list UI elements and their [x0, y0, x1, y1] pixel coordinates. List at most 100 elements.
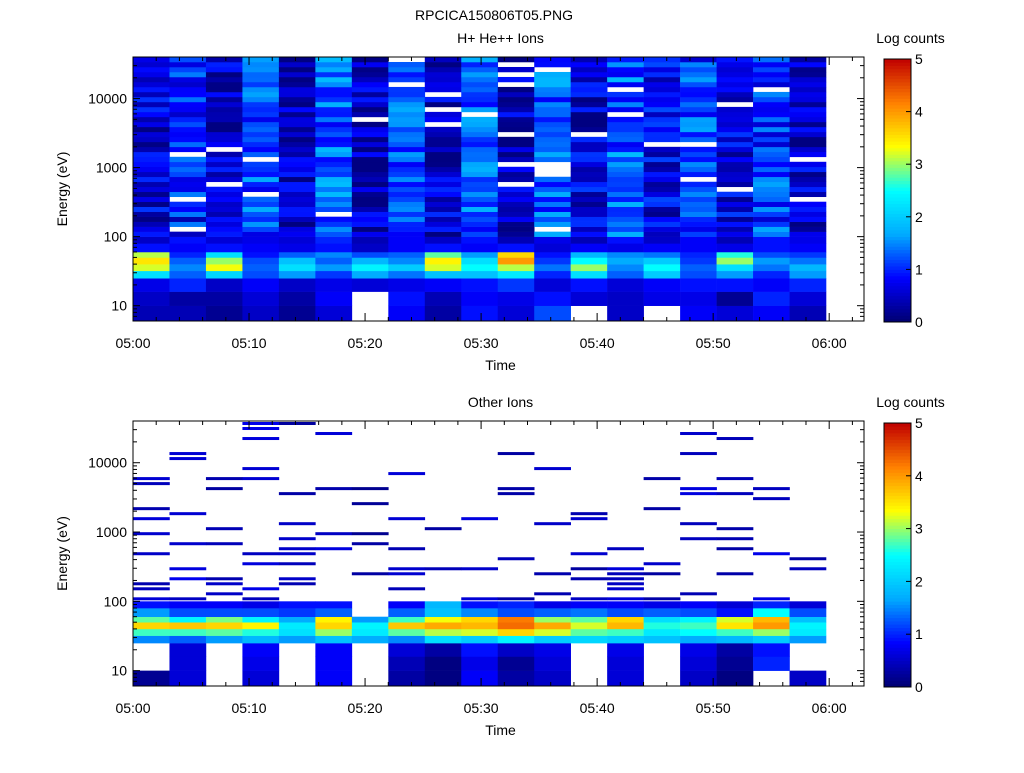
heatmap-cell: [242, 477, 280, 481]
colorbar-segment: [884, 558, 911, 562]
heatmap-cell: [643, 278, 681, 292]
heatmap-cell: [242, 622, 280, 630]
heatmap-cell: [680, 226, 717, 232]
heatmap-cell: [680, 670, 717, 687]
heatmap-cell: [169, 270, 207, 279]
colorbar-segment: [884, 131, 911, 136]
colorbar-segment: [884, 475, 911, 480]
heatmap-cell: [789, 161, 827, 168]
heatmap-cell: [680, 243, 717, 253]
heatmap-cell: [133, 91, 170, 98]
heatmap-cell: [643, 186, 681, 193]
heatmap-cell: [497, 487, 535, 491]
heatmap-cell: [424, 656, 462, 671]
heatmap-cell: [133, 482, 170, 486]
heatmap-cell: [607, 201, 644, 207]
heatmap-cell: [570, 116, 608, 123]
heatmap-cell: [497, 236, 535, 244]
heatmap-cell: [607, 91, 644, 98]
heatmap-cell: [607, 572, 644, 576]
heatmap-cell: [388, 517, 426, 521]
heatmap-cell: [169, 131, 207, 138]
y-tick-label: 1000: [96, 160, 127, 176]
colorbar-segment: [884, 657, 911, 661]
heatmap-cell: [388, 567, 426, 571]
heatmap-cell: [315, 622, 353, 630]
colorbar-segment: [884, 233, 911, 237]
heatmap-cell: [680, 211, 717, 217]
colorbar-segment: [884, 525, 911, 529]
heatmap-cell: [607, 635, 644, 644]
heatmap-cell: [351, 211, 389, 217]
heatmap-cell: [643, 121, 681, 128]
heatmap-cell: [461, 91, 499, 98]
heatmap-cell: [753, 608, 790, 617]
colorbar-segment: [884, 644, 911, 648]
heatmap-cell: [242, 231, 280, 237]
heatmap-cell: [461, 278, 499, 292]
heatmap-cell: [424, 101, 462, 108]
heatmap-cell: [315, 264, 353, 272]
heatmap-cell: [716, 537, 754, 541]
heatmap-cell: [278, 616, 316, 623]
heatmap-cell: [680, 181, 717, 188]
heatmap-cell: [534, 243, 571, 253]
colorbar-segment: [884, 252, 911, 257]
heatmap-cell: [680, 81, 717, 88]
colorbar-segment: [884, 144, 911, 149]
heatmap-cell: [753, 136, 790, 143]
colorbar-segment: [884, 118, 911, 122]
heatmap-cell: [424, 186, 462, 193]
heatmap-cell: [461, 81, 499, 88]
heatmap-cell: [461, 131, 499, 138]
heatmap-cell: [497, 597, 535, 601]
heatmap-cell: [643, 243, 681, 253]
heatmap-cell: [534, 101, 571, 108]
heatmap-cell: [570, 608, 608, 617]
colorbar-segment: [884, 528, 911, 533]
heatmap-cell: [424, 57, 462, 63]
heatmap-cell: [680, 522, 717, 526]
heatmap-cell: [315, 136, 353, 143]
heatmap-cell: [497, 121, 535, 128]
heatmap-cell: [643, 507, 681, 511]
colorbar-segment: [884, 154, 911, 159]
colorbar-label: Log counts: [876, 394, 945, 410]
colorbar-frame: [883, 58, 912, 323]
heatmap-cell: [461, 181, 499, 188]
heatmap-cell: [716, 57, 754, 63]
heatmap-cell: [534, 522, 571, 526]
heatmap-cell: [242, 166, 280, 173]
heatmap-cell: [351, 71, 389, 78]
colorbar-segment: [884, 141, 911, 145]
heatmap-cell: [351, 191, 389, 198]
heatmap-cell: [461, 567, 499, 571]
heatmap-cell: [242, 656, 280, 671]
heatmap-cell: [315, 236, 353, 244]
heatmap-cell: [497, 91, 535, 98]
heatmap-cell: [242, 427, 280, 431]
heatmap-cell: [789, 121, 827, 128]
colorbar-segment: [884, 78, 911, 83]
heatmap-cell: [205, 196, 243, 203]
heatmap-cell: [716, 66, 754, 73]
heatmap-cell: [278, 136, 316, 143]
heatmap-cell: [351, 76, 389, 83]
heatmap-cell: [278, 166, 316, 173]
colorbar-segment: [884, 634, 911, 638]
heatmap-cell: [388, 71, 426, 78]
heatmap-cell: [534, 221, 571, 227]
heatmap-cell: [716, 251, 754, 258]
heatmap-cell: [424, 628, 462, 636]
heatmap-cell: [169, 643, 207, 657]
colorbar-segment: [884, 601, 911, 605]
colorbar-segment: [884, 229, 911, 234]
heatmap-cell: [424, 257, 462, 265]
colorbar-tick-label: 5: [915, 51, 923, 67]
heatmap-cell: [789, 278, 827, 292]
heatmap-cell: [607, 76, 644, 83]
heatmap-cell: [351, 243, 389, 253]
colorbar-segment: [884, 423, 911, 427]
heatmap-cell: [133, 532, 170, 536]
